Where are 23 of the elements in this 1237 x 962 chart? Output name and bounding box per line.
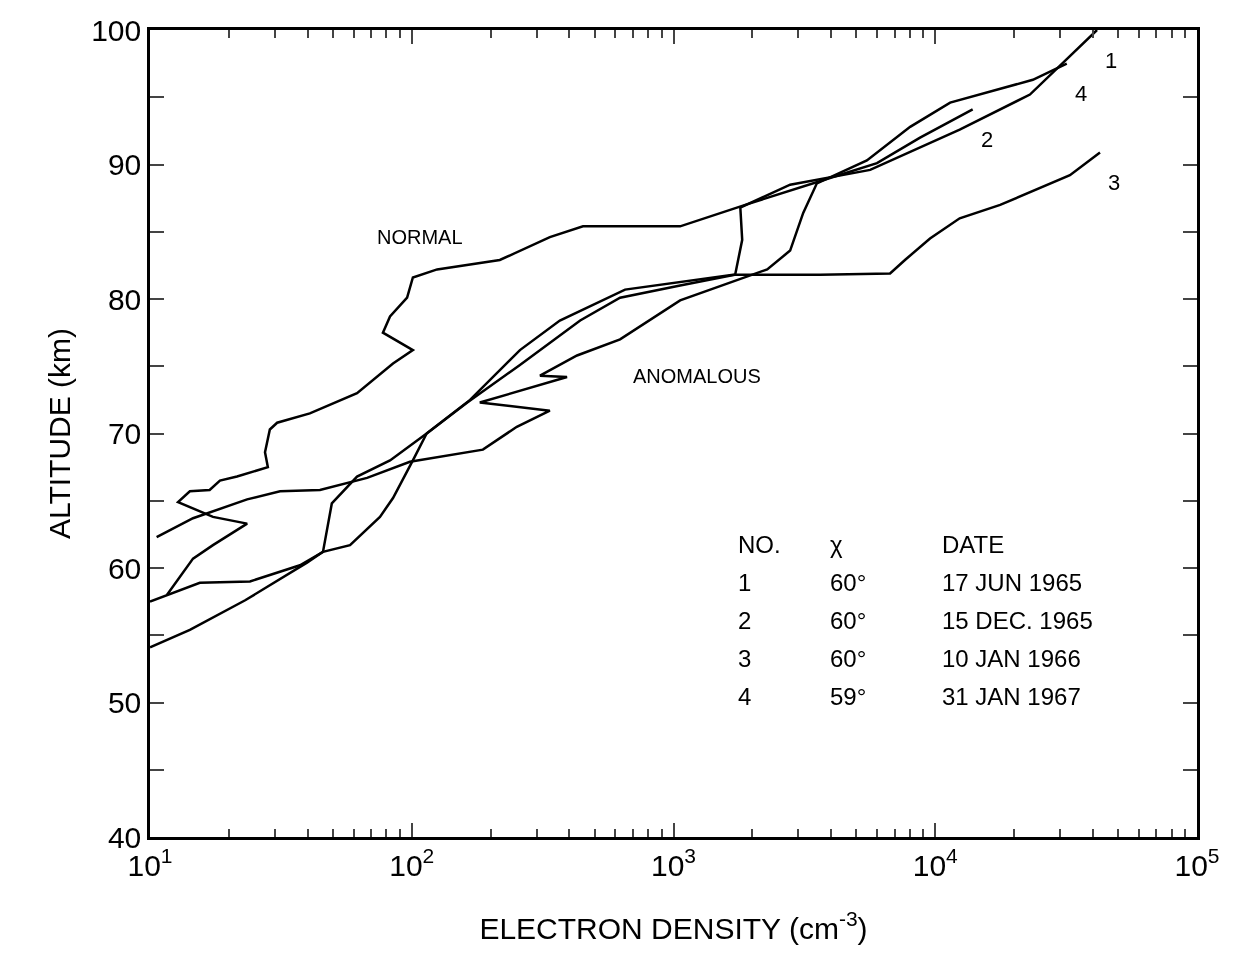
text: 4 59° 31 JAN 1967 (738, 683, 1081, 710)
y-tick-label: 50 (107, 686, 142, 719)
x-tick-label: 10$^{5}$ (1174, 844, 1220, 882)
y-tick-label: 70 (107, 417, 142, 450)
x-tick-label: 10$^{4}$ (912, 844, 959, 882)
y-tick-label: 80 (107, 282, 142, 316)
text: NO. χ DATE (738, 531, 1005, 558)
x-tick-label: 10$^{3}$ (650, 844, 697, 882)
annotation: NORMAL (377, 226, 463, 248)
series-label: 4 (1075, 81, 1088, 106)
annotation: ANOMALOUS (633, 365, 761, 387)
text: 1 60° 17 JUN 1965 (738, 569, 1083, 596)
y-tick-label: 100 (91, 13, 142, 47)
text: 3 60° 10 JAN 1966 (738, 645, 1081, 672)
y-tick-label: 60 (107, 551, 142, 585)
series-label: 2 (981, 127, 994, 152)
x-tick-label: 10$^{2}$ (389, 844, 435, 882)
series-label: 1 (1105, 48, 1118, 73)
y-tick-label: 90 (107, 148, 142, 181)
x-axis-title: ELECTRON DENSITY (cm$^{-3}$) (479, 906, 868, 945)
series-label: 3 (1108, 170, 1121, 195)
text: 2 60° 15 DEC. 1965 (738, 607, 1093, 634)
y-axis-title: ALTITUDE (km) (43, 327, 77, 540)
